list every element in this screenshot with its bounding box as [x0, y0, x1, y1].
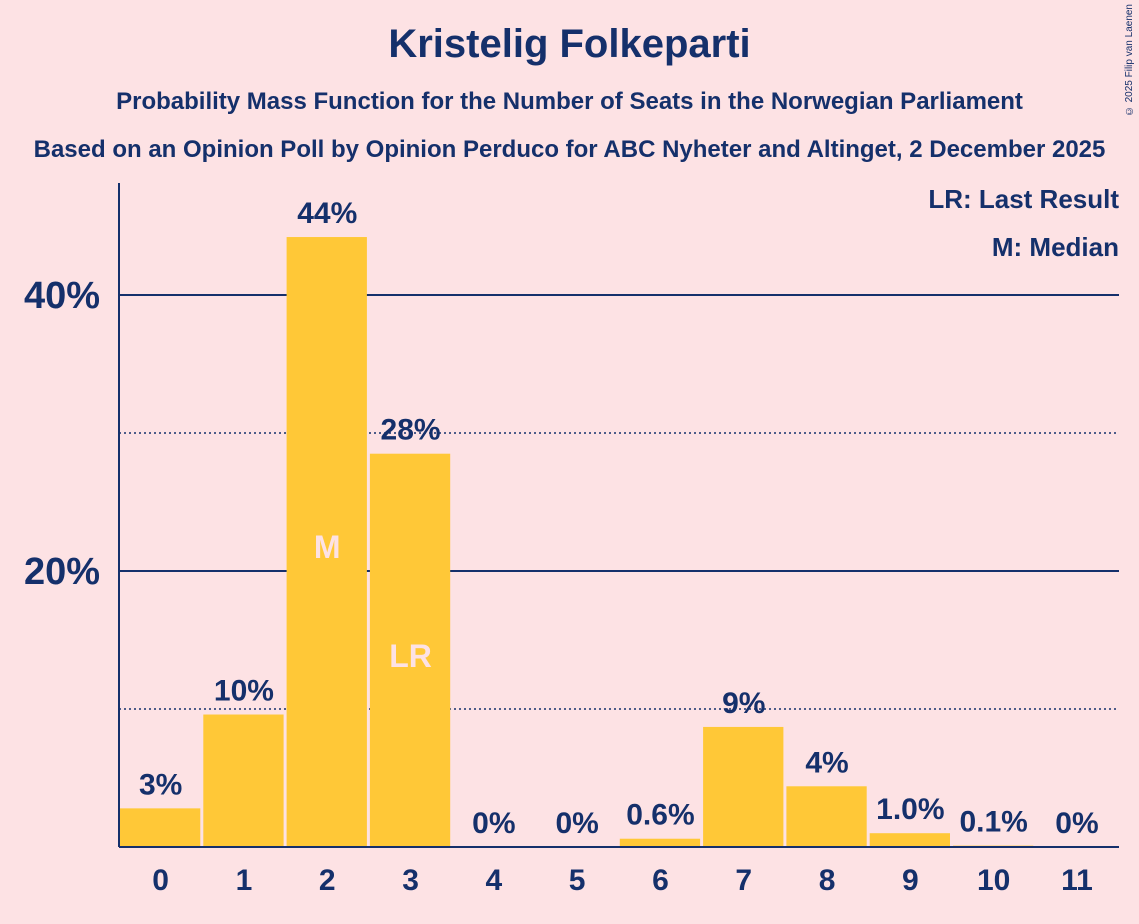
- x-tick-label-6: 6: [652, 864, 669, 897]
- bar-value-label-4: 0%: [472, 807, 515, 840]
- bar-value-label-11: 0%: [1055, 807, 1098, 840]
- x-tick-label-2: 2: [319, 864, 336, 897]
- x-tick-label-11: 11: [1061, 864, 1093, 897]
- x-tick-label-9: 9: [902, 864, 919, 897]
- bar-value-label-8: 4%: [805, 746, 848, 779]
- bar-value-label-1: 10%: [214, 675, 274, 708]
- bar-marker-M: M: [314, 529, 341, 565]
- bar-value-label-9: 1.0%: [876, 793, 944, 826]
- x-tick-label-8: 8: [819, 864, 836, 897]
- legend-last-result: LR: Last Result: [928, 184, 1119, 214]
- x-tick-label-10: 10: [977, 864, 1010, 897]
- bar-marker-LR: LR: [389, 638, 432, 674]
- bar-value-label-10: 0.1%: [959, 806, 1027, 839]
- bar-value-label-3: 28%: [381, 414, 441, 447]
- chart-subtitle: Probability Mass Function for the Number…: [116, 88, 1023, 115]
- x-tick-label-3: 3: [402, 864, 419, 897]
- bar-value-label-6: 0.6%: [626, 799, 694, 832]
- bar-1: [203, 714, 284, 847]
- bar-6: [619, 838, 701, 847]
- bar-2: [286, 237, 367, 848]
- y-tick-label-20: 20%: [24, 551, 100, 593]
- bar-8: [786, 786, 867, 847]
- bar-value-label-2: 44%: [297, 197, 357, 230]
- chart-subtitle-source: Based on an Opinion Poll by Opinion Perd…: [33, 136, 1106, 163]
- x-tick-label-0: 0: [152, 864, 169, 897]
- x-tick-label-4: 4: [486, 864, 503, 897]
- legend-median: M: Median: [991, 232, 1119, 262]
- bar-value-label-0: 3%: [139, 768, 182, 801]
- bar-7: [703, 726, 784, 847]
- x-tick-label-1: 1: [236, 864, 253, 897]
- bar-value-label-5: 0%: [555, 807, 598, 840]
- bar-9: [869, 833, 950, 847]
- chart-title: Kristelig Folkeparti: [388, 22, 751, 66]
- x-tick-label-5: 5: [569, 864, 586, 897]
- x-tick-label-7: 7: [735, 864, 752, 897]
- bar-value-label-7: 9%: [722, 687, 765, 720]
- bar-3: [369, 453, 451, 847]
- bar-0: [120, 808, 201, 847]
- y-tick-label-40: 40%: [24, 275, 100, 317]
